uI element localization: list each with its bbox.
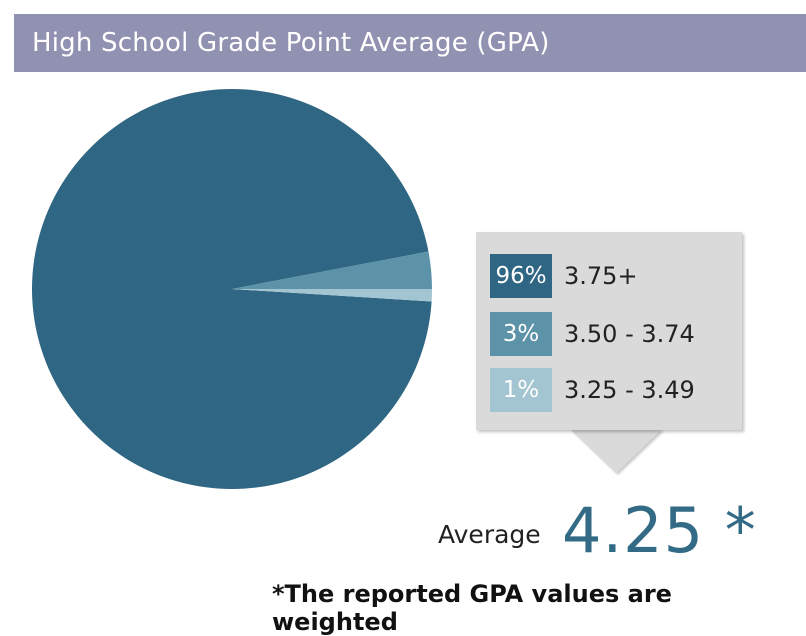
legend-pointer — [570, 429, 662, 473]
footnote: *The reported GPA values are weighted — [272, 580, 672, 636]
legend-label-2: 3.50 - 3.74 — [564, 320, 695, 348]
legend-label-1: 3.75+ — [564, 262, 638, 290]
chart-title: High School Grade Point Average (GPA) — [32, 28, 550, 58]
average-label: Average — [438, 520, 541, 549]
pie-slice-3 — [232, 289, 432, 302]
pie-slice-1 — [31, 88, 432, 489]
legend-swatch-3: 1% — [490, 368, 552, 412]
average-value: 4.25 * — [562, 494, 757, 567]
legend-label-3: 3.25 - 3.49 — [564, 376, 695, 404]
legend-swatch-2: 3% — [490, 312, 552, 356]
chart-title-bar: High School Grade Point Average (GPA) — [14, 14, 806, 72]
legend-swatch-1: 96% — [490, 254, 552, 298]
pie-chart — [31, 88, 432, 489]
legend-item-3: 1% 3.25 - 3.49 — [490, 368, 695, 412]
legend: 96% 3.75+ 3% 3.50 - 3.74 1% 3.25 - 3.49 — [476, 232, 742, 430]
legend-item-1: 96% 3.75+ — [490, 254, 638, 298]
pie-slice-2 — [232, 251, 432, 289]
legend-item-2: 3% 3.50 - 3.74 — [490, 312, 695, 356]
